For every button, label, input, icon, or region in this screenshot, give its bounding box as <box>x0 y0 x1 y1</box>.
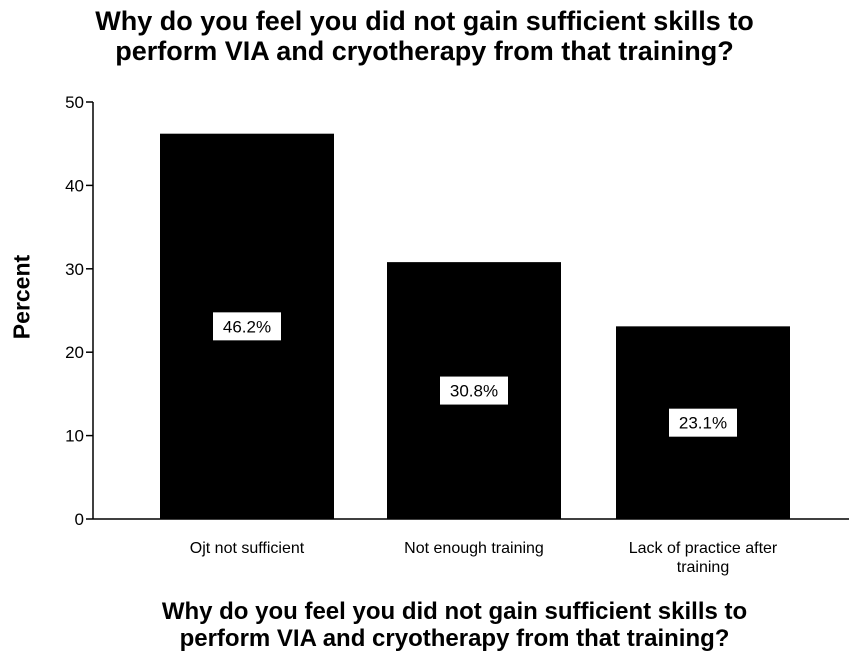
x-axis-title-line-1: Why do you feel you did not gain suffici… <box>60 598 849 625</box>
x-axis-title-line-2: perform VIA and cryotherapy from that tr… <box>60 625 849 652</box>
x-tick-label-2-line-0: Lack of practice after <box>629 540 778 557</box>
y-axis-title: Percent <box>9 255 36 339</box>
x-tick-label-0: Ojt not sufficient <box>190 540 305 557</box>
y-tick-label-3: 30 <box>65 260 84 279</box>
y-tick-label-2: 20 <box>65 343 84 362</box>
x-tick-label-2-line-1: training <box>677 559 729 576</box>
y-tick-label-0: 0 <box>75 510 84 529</box>
y-tick-label-1: 10 <box>65 427 84 446</box>
data-label-2: 23.1% <box>679 414 727 433</box>
x-tick-label-1: Not enough training <box>404 540 544 557</box>
data-label-0: 46.2% <box>223 317 271 336</box>
x-axis-title: Why do you feel you did not gain suffici… <box>60 598 849 652</box>
y-tick-label-5: 50 <box>65 93 84 112</box>
data-label-1: 30.8% <box>450 382 498 401</box>
y-tick-label-4: 40 <box>65 176 84 195</box>
